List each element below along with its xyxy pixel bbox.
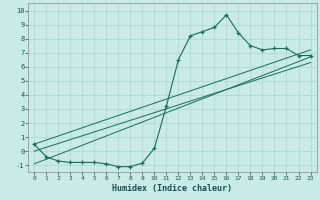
X-axis label: Humidex (Indice chaleur): Humidex (Indice chaleur): [112, 184, 232, 193]
